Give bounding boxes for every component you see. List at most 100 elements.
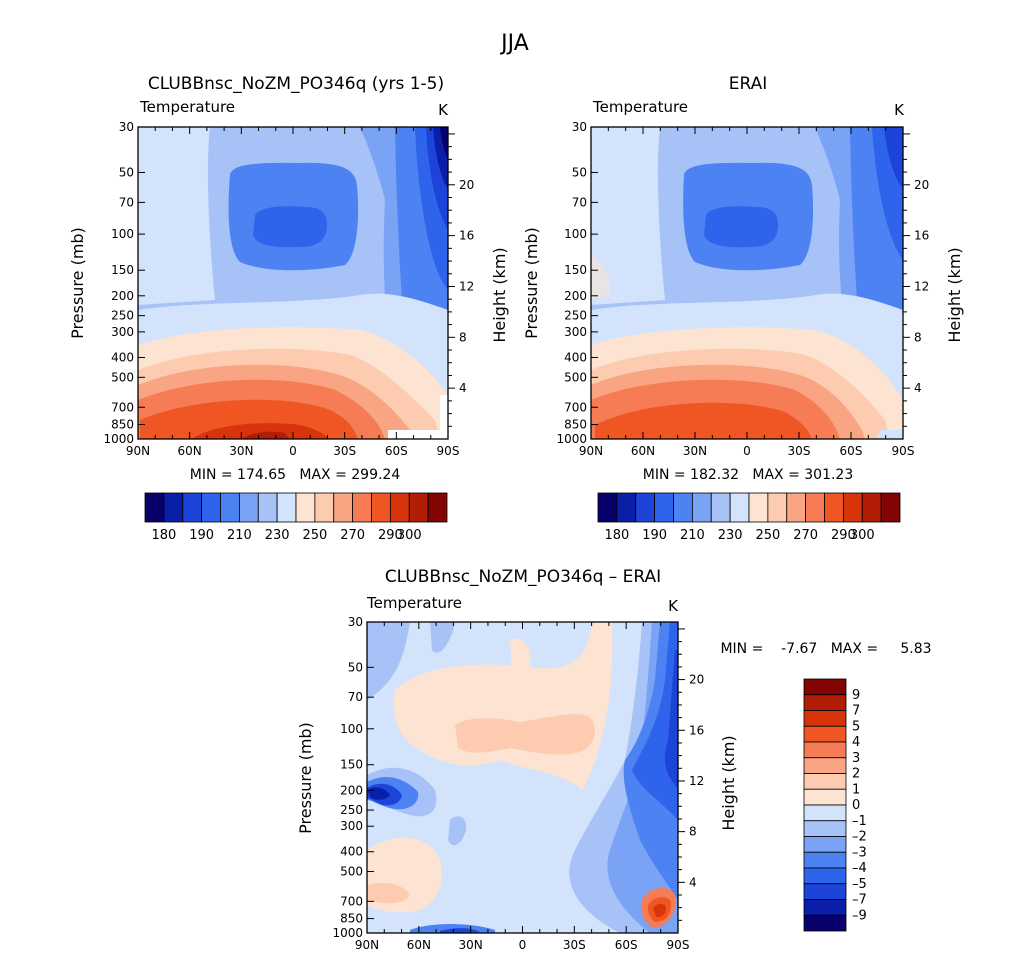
height-tick-label: 12 bbox=[689, 774, 704, 788]
y-tick-label: 100 bbox=[340, 722, 363, 736]
panel3-title: CLUBBnsc_NoZM_PO346q – ERAI bbox=[385, 567, 661, 587]
y-tick-label: 70 bbox=[119, 195, 134, 209]
colorbar-swatch bbox=[729, 492, 750, 523]
colorbar-swatch bbox=[635, 492, 656, 523]
y-tick-label: 400 bbox=[564, 350, 587, 364]
x-tick-label: 30S bbox=[333, 444, 356, 458]
panel-diff: CLUBBnsc_NoZM_PO346q – ERAI Temperature … bbox=[296, 567, 932, 952]
colorbar-swatch bbox=[710, 492, 731, 523]
y-tick-label: 200 bbox=[111, 289, 134, 303]
colorbar-swatch bbox=[238, 492, 259, 523]
x-tick-label: 0 bbox=[743, 444, 751, 458]
y-tick-label: 150 bbox=[564, 263, 587, 277]
panel2-title: ERAI bbox=[729, 74, 768, 94]
colorbar-label: 7 bbox=[852, 704, 860, 719]
x-tick-label: 90S bbox=[667, 938, 690, 952]
colorbar-swatch bbox=[803, 757, 847, 774]
panel3-contour-field bbox=[367, 622, 678, 933]
colorbar-label: 0 bbox=[852, 798, 860, 813]
colorbar-label: 210 bbox=[680, 528, 705, 543]
panel2-axes: 90N 60N 30N 0 30S 60S 90S 30 50 70 100 150 200 250 300… bbox=[556, 120, 929, 458]
y-tick-label: 70 bbox=[348, 690, 363, 704]
height-tick-label: 16 bbox=[459, 229, 474, 243]
x-tick-label: 30N bbox=[229, 444, 253, 458]
y-tick-label: 1000 bbox=[332, 926, 363, 940]
y-tick-label: 500 bbox=[340, 865, 363, 879]
panel-model: CLUBBnsc_NoZM_PO346q (yrs 1-5) Temperatu… bbox=[68, 74, 509, 543]
colorbar-swatch bbox=[803, 725, 847, 743]
x-tick-label: 60S bbox=[385, 444, 408, 458]
y-tick-label: 150 bbox=[111, 263, 134, 277]
colorbar-label: –4 bbox=[852, 861, 867, 876]
y-tick-label: 850 bbox=[340, 912, 363, 926]
y-tick-label: 300 bbox=[111, 325, 134, 339]
y-tick-label: 400 bbox=[340, 845, 363, 859]
panel1-contour-field bbox=[138, 127, 448, 439]
y-tick-label: 500 bbox=[564, 370, 587, 384]
x-tick-label: 90N bbox=[579, 444, 603, 458]
x-tick-label: 30S bbox=[788, 444, 811, 458]
colorbar-label: 5 bbox=[852, 719, 860, 734]
colorbar-swatch bbox=[163, 492, 184, 523]
colorbar-swatch bbox=[880, 492, 901, 523]
panel-obs: ERAI Temperature K 90N 60N 30N 0 30S 60S 90S 30… bbox=[522, 74, 964, 543]
colorbar-label: –3 bbox=[852, 845, 867, 860]
colorbar-label: 250 bbox=[755, 528, 780, 543]
y-tick-label: 1000 bbox=[556, 432, 587, 446]
height-tick-label: 20 bbox=[689, 673, 704, 687]
colorbar-swatch bbox=[803, 836, 847, 853]
colorbar-swatch bbox=[182, 492, 203, 523]
colorbar-swatch bbox=[803, 899, 847, 916]
colorbar-label: 290 bbox=[831, 528, 856, 543]
colorbar-swatch bbox=[314, 492, 335, 523]
colorbar-swatch bbox=[803, 820, 847, 837]
colorbar-swatch bbox=[803, 804, 847, 822]
panel1-ylabel: Pressure (mb) bbox=[68, 227, 87, 339]
y-tick-label: 700 bbox=[340, 894, 363, 908]
panel2-subtitle: Temperature bbox=[592, 98, 688, 116]
colorbar-swatch bbox=[144, 492, 165, 523]
height-tick-label: 12 bbox=[459, 279, 474, 293]
x-tick-label: 60N bbox=[178, 444, 202, 458]
colorbar-label: –9 bbox=[852, 908, 867, 923]
colorbar-label: 230 bbox=[265, 528, 290, 543]
colorbar-swatch bbox=[352, 492, 372, 523]
height-tick-label: 8 bbox=[459, 330, 467, 344]
colorbar-swatch bbox=[220, 492, 240, 523]
panel1-ylabel-right: Height (km) bbox=[490, 247, 509, 342]
y-tick-label: 150 bbox=[340, 758, 363, 772]
y-tick-label: 250 bbox=[111, 309, 134, 323]
colorbar-label: –5 bbox=[852, 877, 867, 892]
colorbar-swatch bbox=[654, 492, 674, 523]
height-tick-label: 20 bbox=[914, 178, 929, 192]
height-tick-label: 16 bbox=[689, 723, 704, 737]
colorbar-swatch bbox=[803, 694, 847, 711]
colorbar-swatch bbox=[803, 914, 847, 932]
y-tick-label: 500 bbox=[111, 370, 134, 384]
x-tick-label: 30N bbox=[459, 938, 483, 952]
height-tick-label: 4 bbox=[459, 381, 467, 395]
colorbar-label: –7 bbox=[852, 893, 867, 908]
colorbar-label: 270 bbox=[340, 528, 365, 543]
x-tick-label: 60S bbox=[840, 444, 863, 458]
colorbar-label: 210 bbox=[227, 528, 252, 543]
colorbar-swatch bbox=[333, 492, 354, 523]
x-tick-label: 60N bbox=[407, 938, 431, 952]
panel1-stats: MIN = 174.65 MAX = 299.24 bbox=[190, 467, 401, 483]
y-tick-label: 100 bbox=[111, 227, 134, 241]
colorbar-swatch bbox=[767, 492, 788, 523]
colorbar-swatch bbox=[861, 492, 882, 523]
colorbar-swatch bbox=[803, 773, 847, 790]
x-tick-label: 90N bbox=[126, 444, 150, 458]
y-tick-label: 300 bbox=[564, 325, 587, 339]
x-tick-label: 90S bbox=[437, 444, 460, 458]
x-tick-label: 0 bbox=[289, 444, 297, 458]
colorbar-swatch bbox=[257, 492, 278, 523]
colorbar-swatch bbox=[805, 492, 825, 523]
y-tick-label: 50 bbox=[119, 165, 134, 179]
y-tick-label: 850 bbox=[111, 418, 134, 432]
colorbar-swatch bbox=[691, 492, 712, 523]
colorbar-swatch bbox=[803, 788, 847, 806]
